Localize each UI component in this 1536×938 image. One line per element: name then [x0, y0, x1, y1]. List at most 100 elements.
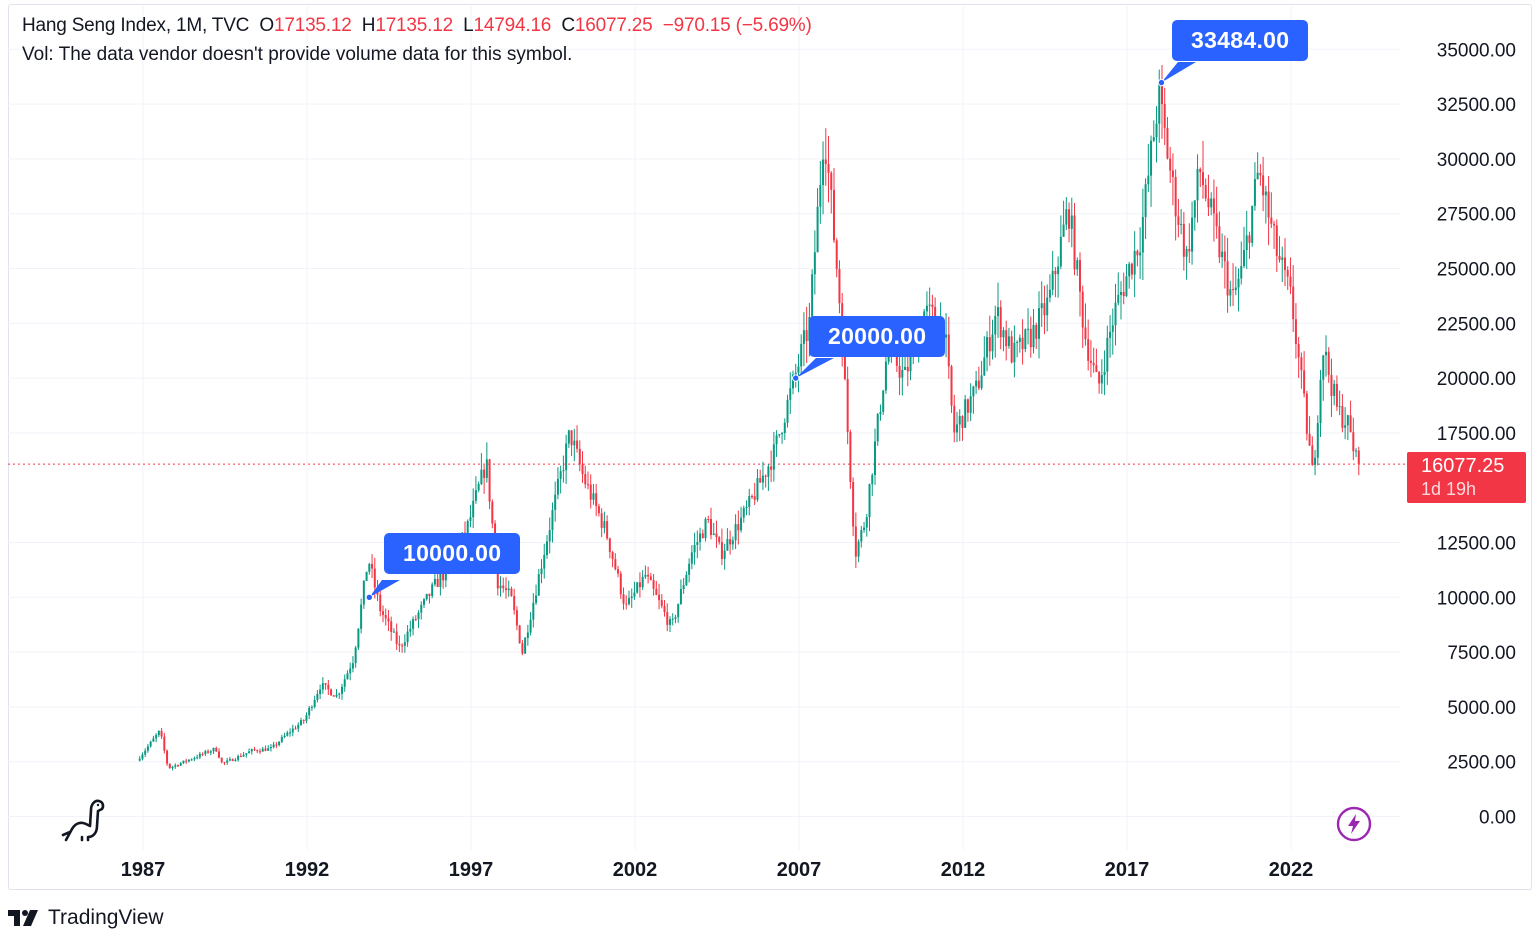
callout-anchor-dot [792, 374, 800, 382]
candle-body [1218, 226, 1221, 258]
candle-body [701, 533, 704, 539]
candle-body [483, 469, 486, 478]
candle-body [1073, 215, 1076, 270]
candle-body [379, 594, 382, 612]
candle-body [313, 699, 316, 707]
candle-body [141, 754, 144, 759]
candle-body [909, 351, 912, 372]
candle-body [1344, 425, 1347, 428]
price-axis[interactable]: 35000.00 32500.00 30000.00 27500.00 25000.00… [1437, 40, 1516, 828]
candle-body [682, 585, 685, 590]
candle-body [1007, 336, 1010, 347]
candle-body [1193, 200, 1196, 218]
candle-body [504, 588, 507, 591]
candle-body [964, 399, 967, 428]
candle-body [772, 444, 775, 470]
candle-body [674, 617, 677, 619]
candles [138, 64, 1360, 771]
candle-body [272, 744, 275, 748]
candle-body [502, 585, 505, 589]
candle-body [1057, 266, 1060, 275]
candle-body [986, 337, 989, 358]
candle-body [392, 631, 395, 633]
brand[interactable]: TradingView [8, 906, 164, 930]
candle-body [401, 645, 404, 647]
candle-body [794, 372, 797, 375]
candle-body [994, 316, 997, 335]
candle-body [567, 430, 570, 444]
candle-body [696, 542, 699, 545]
dinosaur-icon[interactable] [60, 796, 108, 849]
lightning-bolt-icon[interactable] [1336, 806, 1372, 847]
candle-body [338, 693, 341, 695]
candle-body [753, 496, 756, 500]
candle-body [212, 747, 215, 752]
candle-body [931, 304, 934, 307]
candle-body [198, 753, 201, 758]
candle-body [286, 732, 289, 736]
y-tick-label: 2500.00 [1447, 753, 1516, 774]
callout-10000[interactable]: 10000.00 [384, 533, 521, 574]
candle-body [395, 631, 398, 644]
candle-body [849, 432, 852, 483]
candle-body [666, 612, 669, 625]
x-tick-label: 1992 [285, 859, 330, 881]
candle-body [1226, 261, 1229, 296]
low-value: 14794.16 [473, 15, 552, 36]
candle-body [223, 762, 226, 764]
candle-body [149, 741, 152, 747]
candle-body [521, 643, 524, 654]
candle-body [1267, 191, 1270, 218]
candle-body [185, 760, 188, 762]
candle-body [677, 604, 680, 618]
candle-body [176, 765, 179, 767]
candle-body [934, 306, 937, 323]
candle-body [1191, 217, 1194, 252]
y-tick-label: 22500.00 [1437, 314, 1516, 335]
y-tick-label: 12500.00 [1437, 534, 1516, 555]
candle-body [308, 707, 311, 716]
candle-body [406, 631, 409, 643]
callout-pointer [1161, 62, 1196, 83]
candle-body [1048, 289, 1051, 298]
candle-body [1338, 406, 1341, 408]
candle-body [283, 735, 286, 738]
candle-body [1180, 223, 1183, 225]
callout-20000[interactable]: 20000.00 [809, 316, 946, 357]
candle-body [1341, 406, 1344, 428]
candle-body [595, 493, 598, 507]
time-axis[interactable]: 1987 1992 1997 2002 2007 2012 2017 2022 [121, 859, 1314, 881]
low-label: L [463, 15, 474, 36]
candle-body [332, 695, 335, 697]
candle-body [983, 357, 986, 376]
candle-body [360, 604, 363, 629]
symbol-title[interactable]: Hang Seng Index, 1M, TVC [22, 15, 250, 36]
candle-body [1029, 328, 1032, 348]
candle-body [775, 435, 778, 445]
open-label: O [259, 15, 274, 36]
candle-body [832, 189, 835, 241]
candle-body [1032, 324, 1035, 348]
candle-body [1292, 286, 1295, 320]
candle-body [945, 334, 948, 338]
candle-body [679, 589, 682, 605]
candle-body [1059, 236, 1062, 267]
candle-body [734, 524, 737, 541]
candle-body [783, 422, 786, 434]
callout-33484[interactable]: 33484.00 [1172, 20, 1309, 61]
candle-body [972, 386, 975, 397]
x-tick-label: 2017 [1105, 859, 1150, 881]
tradingview-logo-icon [8, 910, 38, 926]
candle-body [663, 606, 666, 613]
candle-body [745, 506, 748, 509]
candle-body [163, 736, 166, 751]
candle-body [146, 746, 149, 751]
x-tick-label: 2007 [777, 859, 822, 881]
candle-body [179, 763, 182, 766]
candle-body [267, 748, 270, 751]
candle-body [871, 474, 874, 485]
high-value: 17135.12 [375, 15, 453, 36]
candle-body [1352, 432, 1355, 452]
candle-body [578, 448, 581, 465]
